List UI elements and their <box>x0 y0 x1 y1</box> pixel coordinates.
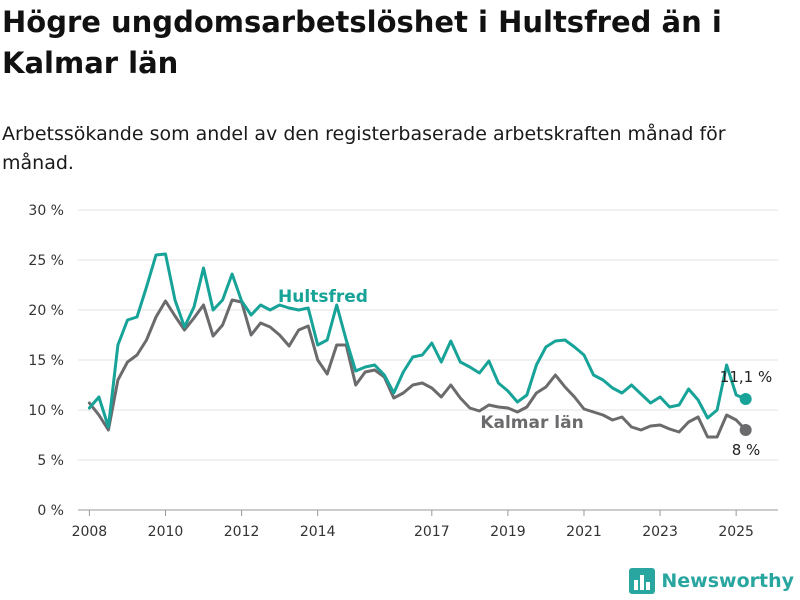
series-label-kalmar-lan: Kalmar län <box>480 413 583 433</box>
axes: 0 % 5 % 10 % 15 % 20 % 25 % 30 % 2008 2010 2012 20… <box>28 203 754 540</box>
x-tick-label: 2008 <box>72 524 108 540</box>
x-tick-label: 2010 <box>148 524 184 540</box>
chart-title: Högre ungdomsarbetslöshet i Hultsfred än… <box>2 5 722 80</box>
gridlines <box>78 209 778 511</box>
x-tick-label: 2014 <box>300 524 336 540</box>
end-point-kalmar-lan <box>739 424 752 436</box>
series-line-hultsfred <box>87 252 748 429</box>
chart-subtitle: Arbetssökande som andel av den registerb… <box>2 123 726 174</box>
bar-chart-logo-icon <box>629 568 656 594</box>
x-tick-label: 2021 <box>566 524 602 540</box>
brand-name: Newsworthy <box>661 570 794 592</box>
y-tick-label: 5 % <box>37 453 64 469</box>
y-tick-label: 30 % <box>28 203 64 219</box>
end-point-hultsfred <box>739 393 752 405</box>
end-value-label-hultsfred: 11,1 % <box>720 368 772 386</box>
x-tick-label: 2023 <box>642 524 678 540</box>
y-tick-label: 15 % <box>28 353 64 369</box>
x-tick-label: 2025 <box>718 524 754 540</box>
x-tick-label: 2017 <box>414 524 450 540</box>
series-labels: Hultsfred Kalmar län 11,1 % 8 % <box>278 287 772 459</box>
newsworthy-logo[interactable]: Newsworthy <box>629 568 794 594</box>
series-line-kalmar-lan <box>87 298 748 439</box>
y-tick-label: 25 % <box>28 253 64 269</box>
y-tick-label: 0 % <box>37 503 64 519</box>
x-tick-label: 2012 <box>224 524 260 540</box>
end-value-label-kalmar-lan: 8 % <box>732 441 761 459</box>
series-lines <box>87 252 752 439</box>
series-label-hultsfred: Hultsfred <box>278 287 368 307</box>
y-tick-label: 20 % <box>28 303 64 319</box>
y-tick-label: 10 % <box>28 403 64 419</box>
x-tick-label: 2019 <box>490 524 526 540</box>
